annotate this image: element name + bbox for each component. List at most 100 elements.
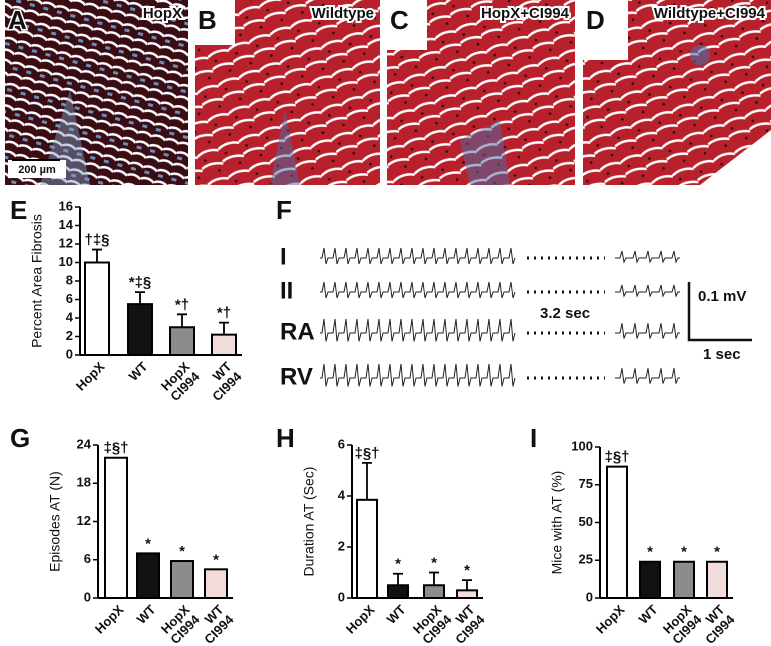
bar (606, 465, 628, 599)
bar (127, 303, 153, 356)
ecg-trace (615, 323, 680, 339)
lead-label: RV (280, 363, 313, 390)
ecg-trace (320, 363, 516, 387)
y-tick-label: 4 (338, 487, 346, 502)
significance: * (714, 544, 720, 561)
bar (84, 261, 110, 356)
x-tick-label: WT (384, 602, 409, 627)
significance: *† (217, 305, 231, 322)
significance: * (179, 543, 185, 560)
y-tick-label: 14 (59, 217, 74, 232)
bar (211, 333, 237, 356)
y-tick-label: 0 (84, 589, 91, 604)
significance: *‡§ (129, 274, 152, 291)
x-tick-label: HopX (73, 359, 108, 394)
panel-letter: G (10, 423, 30, 453)
y-tick-label: 10 (59, 254, 73, 269)
significance: * (431, 554, 437, 571)
panel-letter: D (586, 5, 605, 35)
histology-c (387, 0, 575, 185)
error-bar (429, 571, 439, 586)
error-bar (462, 579, 472, 591)
y-tick-label: 0 (66, 346, 73, 361)
significance: ‡§† (604, 449, 629, 466)
y-tick-label: 8 (66, 272, 73, 287)
y-tick-label: 25 (579, 552, 593, 567)
y-tick-label: 75 (579, 476, 593, 491)
bar (387, 584, 409, 599)
panel-title: Wildtype+CI994 (654, 5, 766, 22)
y-tick-label: 24 (77, 436, 92, 451)
x-tick-label: HopX (593, 602, 628, 637)
bar (170, 560, 194, 600)
panel-title: Wildtype (312, 5, 374, 22)
lead-label: RA (280, 318, 315, 345)
bar (169, 326, 195, 356)
ecg-trace (320, 281, 516, 299)
y-tick-label: 50 (579, 514, 593, 529)
y-tick-label: 100 (571, 438, 593, 453)
x-tick-label: HopX (343, 602, 378, 637)
ecg-trace (615, 250, 680, 264)
y-axis-label: Duration AT (Sec) (301, 467, 317, 577)
significance: ‡§† (354, 445, 379, 462)
panel-letter: C (390, 5, 409, 35)
panel-letter: H (276, 423, 295, 453)
y-tick-label: 6 (84, 551, 91, 566)
significance: * (395, 556, 401, 573)
histology-b (195, 0, 380, 185)
ecg-trace (320, 318, 516, 342)
y-tick-label: 6 (338, 436, 345, 451)
bar (706, 560, 728, 600)
x-tick-label: WT (134, 602, 159, 627)
bar (673, 560, 695, 600)
bar (456, 589, 478, 599)
y-tick-label: 4 (66, 309, 74, 324)
y-axis-label: Mice with AT (%) (549, 471, 565, 575)
y-tick-label: 12 (77, 513, 91, 528)
significance: * (213, 551, 219, 568)
error-bar (362, 461, 372, 500)
y-tick-label: 0 (338, 589, 345, 604)
y-tick-label: 6 (66, 291, 73, 306)
lead-label: I (280, 243, 287, 270)
panel-title: HopX+CI994 (481, 5, 570, 22)
error-bar (219, 321, 229, 335)
x-tick-label: HopX (92, 602, 127, 637)
bar (423, 584, 445, 599)
y-tick-label: 18 (77, 475, 91, 490)
x-tick-label: WT (636, 602, 661, 627)
histology-a (5, 0, 188, 185)
ecg-trace (615, 368, 680, 384)
bar (136, 552, 160, 599)
scale-box (8, 160, 66, 178)
histology-d (583, 0, 771, 185)
significance: * (681, 544, 687, 561)
panel-letter: E (10, 195, 27, 225)
bar (639, 560, 661, 600)
amplitude-label: 0.1 mV (698, 288, 746, 305)
significance: * (145, 535, 151, 552)
significance: * (464, 562, 470, 579)
y-tick-label: 2 (338, 538, 345, 553)
significance: *† (175, 296, 189, 313)
lead-label: II (280, 277, 293, 304)
error-bar (393, 572, 403, 586)
bar (356, 498, 378, 600)
error-bar (177, 313, 187, 328)
time-label: 1 sec (703, 346, 741, 363)
panel-letter: I (530, 423, 537, 453)
panel-letter: A (8, 5, 27, 35)
y-axis-label: Percent Area Fibrosis (29, 214, 45, 348)
y-tick-label: 0 (586, 589, 593, 604)
ecg-trace (320, 247, 516, 265)
bar (104, 456, 128, 599)
error-bar (92, 248, 102, 263)
significance: * (647, 544, 653, 561)
panel-letter: B (198, 5, 217, 35)
ecg-trace (615, 284, 680, 298)
error-bar (135, 291, 145, 305)
x-tick-label: WT (126, 359, 151, 384)
y-tick-label: 16 (59, 198, 73, 213)
scale-label: 200 µm (18, 164, 56, 176)
